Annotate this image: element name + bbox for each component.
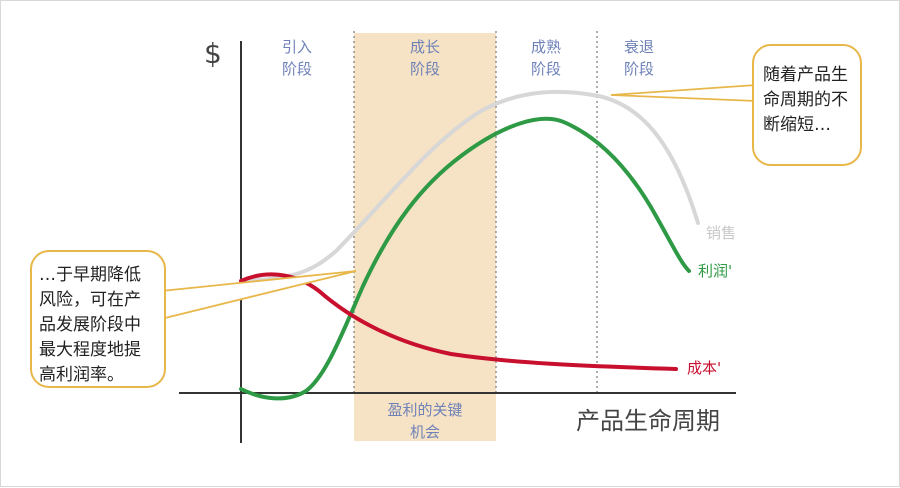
- phase-label-growth-1: 成长: [410, 38, 440, 56]
- cost-label: 成本': [687, 359, 721, 377]
- phase-label-introduction-1: 引入: [282, 38, 312, 56]
- phase-label-introduction-2: 阶段: [282, 60, 312, 78]
- y-axis-label: $: [204, 37, 222, 70]
- profit-curve: [239, 116, 691, 401]
- callout-left-line-5: 高利润率。: [39, 365, 124, 385]
- callout-left-line-4: 最大程度地提: [39, 340, 141, 360]
- x-axis-label: 产品生命周期: [576, 407, 720, 435]
- callout-right-pointer: [610, 84, 757, 102]
- callout-left-line-1: …于早期降低: [39, 265, 141, 285]
- callout-left-line-3: 品发展阶段中: [39, 315, 141, 335]
- profit-label: 利润': [698, 262, 732, 280]
- callout-left-line-2: 风险，可在产: [39, 290, 141, 310]
- sales-label: 销售: [706, 224, 736, 242]
- phase-label-maturity-1: 成熟: [531, 38, 561, 56]
- phase-label-decline-1: 衰退: [624, 38, 654, 56]
- callout-right-box: [752, 44, 862, 166]
- callout-right-line-2: 命周期的不: [763, 90, 848, 110]
- callout-left-pointer: [160, 270, 357, 320]
- profit-zone-label-2: 机会: [410, 423, 440, 441]
- phase-label-growth-2: 阶段: [410, 60, 440, 78]
- callout-right-line-1: 随着产品生: [763, 65, 848, 85]
- phase-label-maturity-2: 阶段: [531, 60, 561, 78]
- sales-curve: [239, 89, 700, 283]
- callout-right-line-3: 断缩短…: [763, 115, 831, 135]
- profit-zone-label-1: 盈利的关键: [387, 401, 462, 419]
- callout-left-box: [30, 250, 166, 388]
- profit-zone-shading: [354, 33, 496, 441]
- phase-label-decline-2: 阶段: [624, 60, 654, 78]
